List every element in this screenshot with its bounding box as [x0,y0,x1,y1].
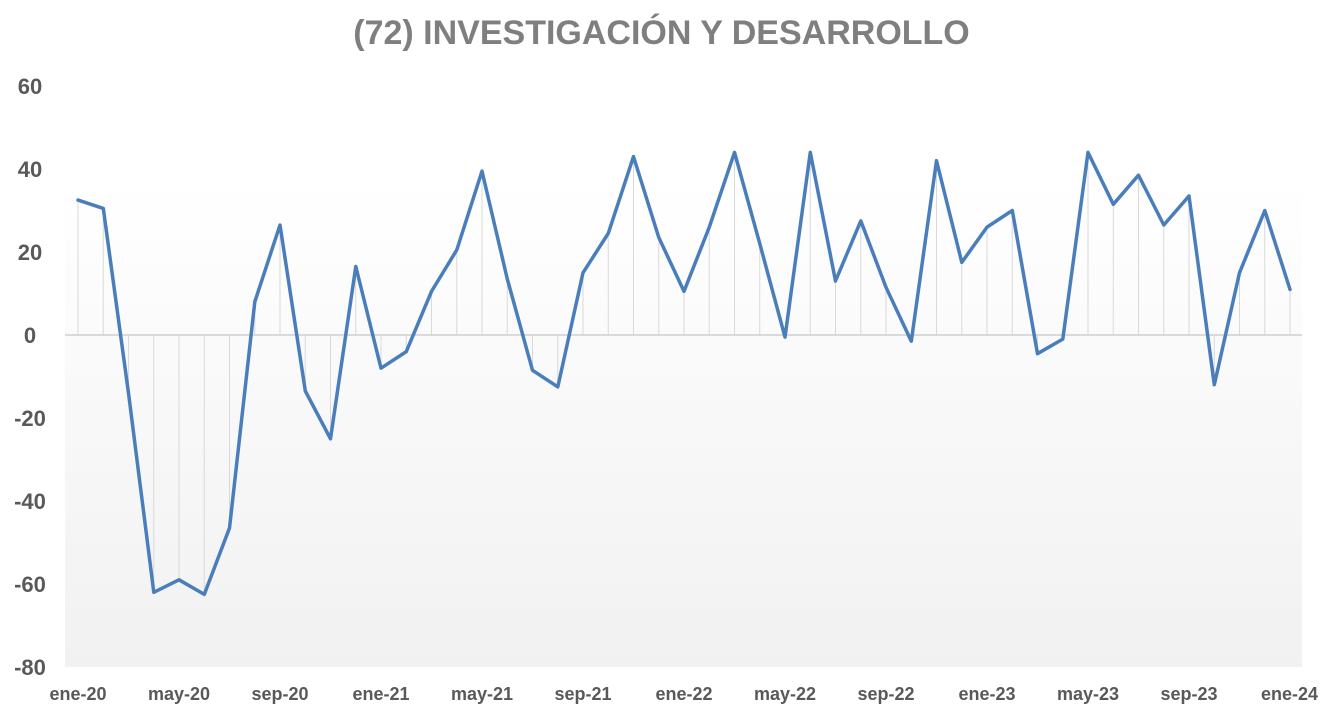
y-axis-ticks: 60 40 20 0 -20 -40 -60 -80 [14,74,46,680]
x-axis-ticks: ene-20 may-20 sep-20 ene-21 may-21 sep-21 ene-… [49,684,1318,704]
x-tick-label: may-21 [451,684,513,704]
y-tick-label: 20 [18,240,42,265]
x-tick-label: sep-23 [1160,684,1217,704]
y-tick-label: -20 [14,406,46,431]
y-tick-label: 0 [24,323,36,348]
drop-lines [77,152,1291,595]
x-tick-label: ene-24 [1261,684,1318,704]
y-tick-label: -60 [14,572,46,597]
y-tick-label: -80 [14,655,46,680]
chart-title: (72) INVESTIGACIÓN Y DESARROLLO [353,14,970,52]
series-line [76,150,1292,597]
x-tick-label: sep-21 [554,684,611,704]
y-tick-label: 60 [18,74,42,99]
x-tick-label: may-23 [1057,684,1119,704]
x-tick-label: ene-20 [49,684,106,704]
y-tick-label: -40 [14,489,46,514]
x-tick-label: may-22 [754,684,816,704]
x-tick-label: ene-23 [958,684,1015,704]
x-tick-label: ene-21 [352,684,409,704]
x-tick-label: sep-20 [251,684,308,704]
x-tick-label: ene-22 [655,684,712,704]
y-tick-label: 40 [18,157,42,182]
x-tick-label: sep-22 [857,684,914,704]
x-tick-label: may-20 [148,684,210,704]
plot-area [65,180,1302,667]
